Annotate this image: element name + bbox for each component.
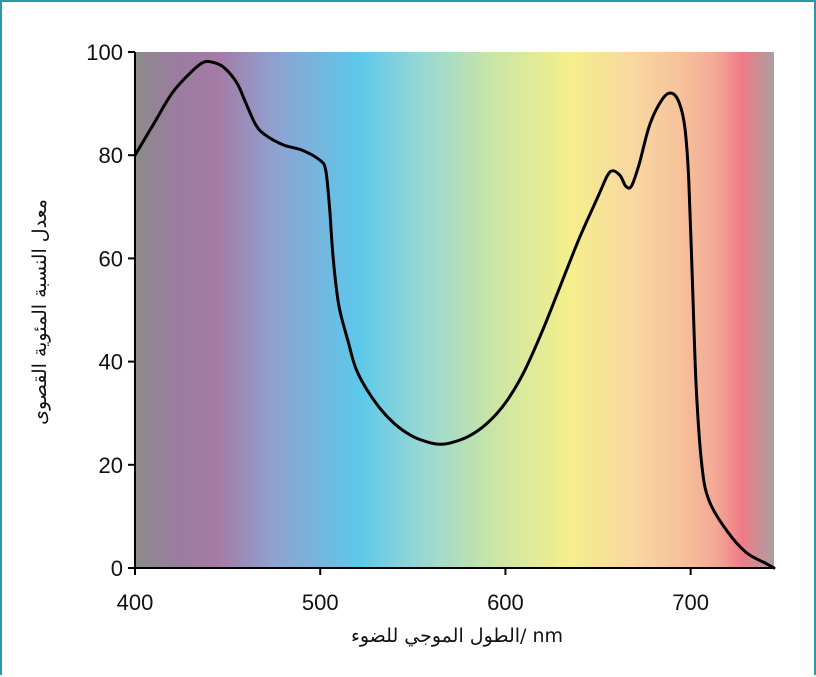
spectrum-curve xyxy=(133,59,776,570)
x-tick-label: 400 xyxy=(117,590,154,615)
y-tick-label: 80 xyxy=(99,143,123,168)
x-axis-label: nm /الطول الموجي للضوء xyxy=(351,625,563,647)
axes: 0 20 40 60 80 100 400 500 600 700 xyxy=(86,40,774,615)
y-tick-label: 100 xyxy=(86,40,123,65)
y-tick-label: 20 xyxy=(99,453,123,478)
x-tick-label: 500 xyxy=(302,590,339,615)
x-tick-label: 700 xyxy=(672,590,709,615)
y-axis-label: معدل النسبة المئوية القصوى xyxy=(29,199,51,425)
x-tick-label: 600 xyxy=(487,590,524,615)
spectrum-background xyxy=(135,52,774,568)
y-tick-label: 60 xyxy=(99,246,123,271)
y-tick-label: 0 xyxy=(111,556,123,581)
y-tick-label: 40 xyxy=(99,350,123,375)
